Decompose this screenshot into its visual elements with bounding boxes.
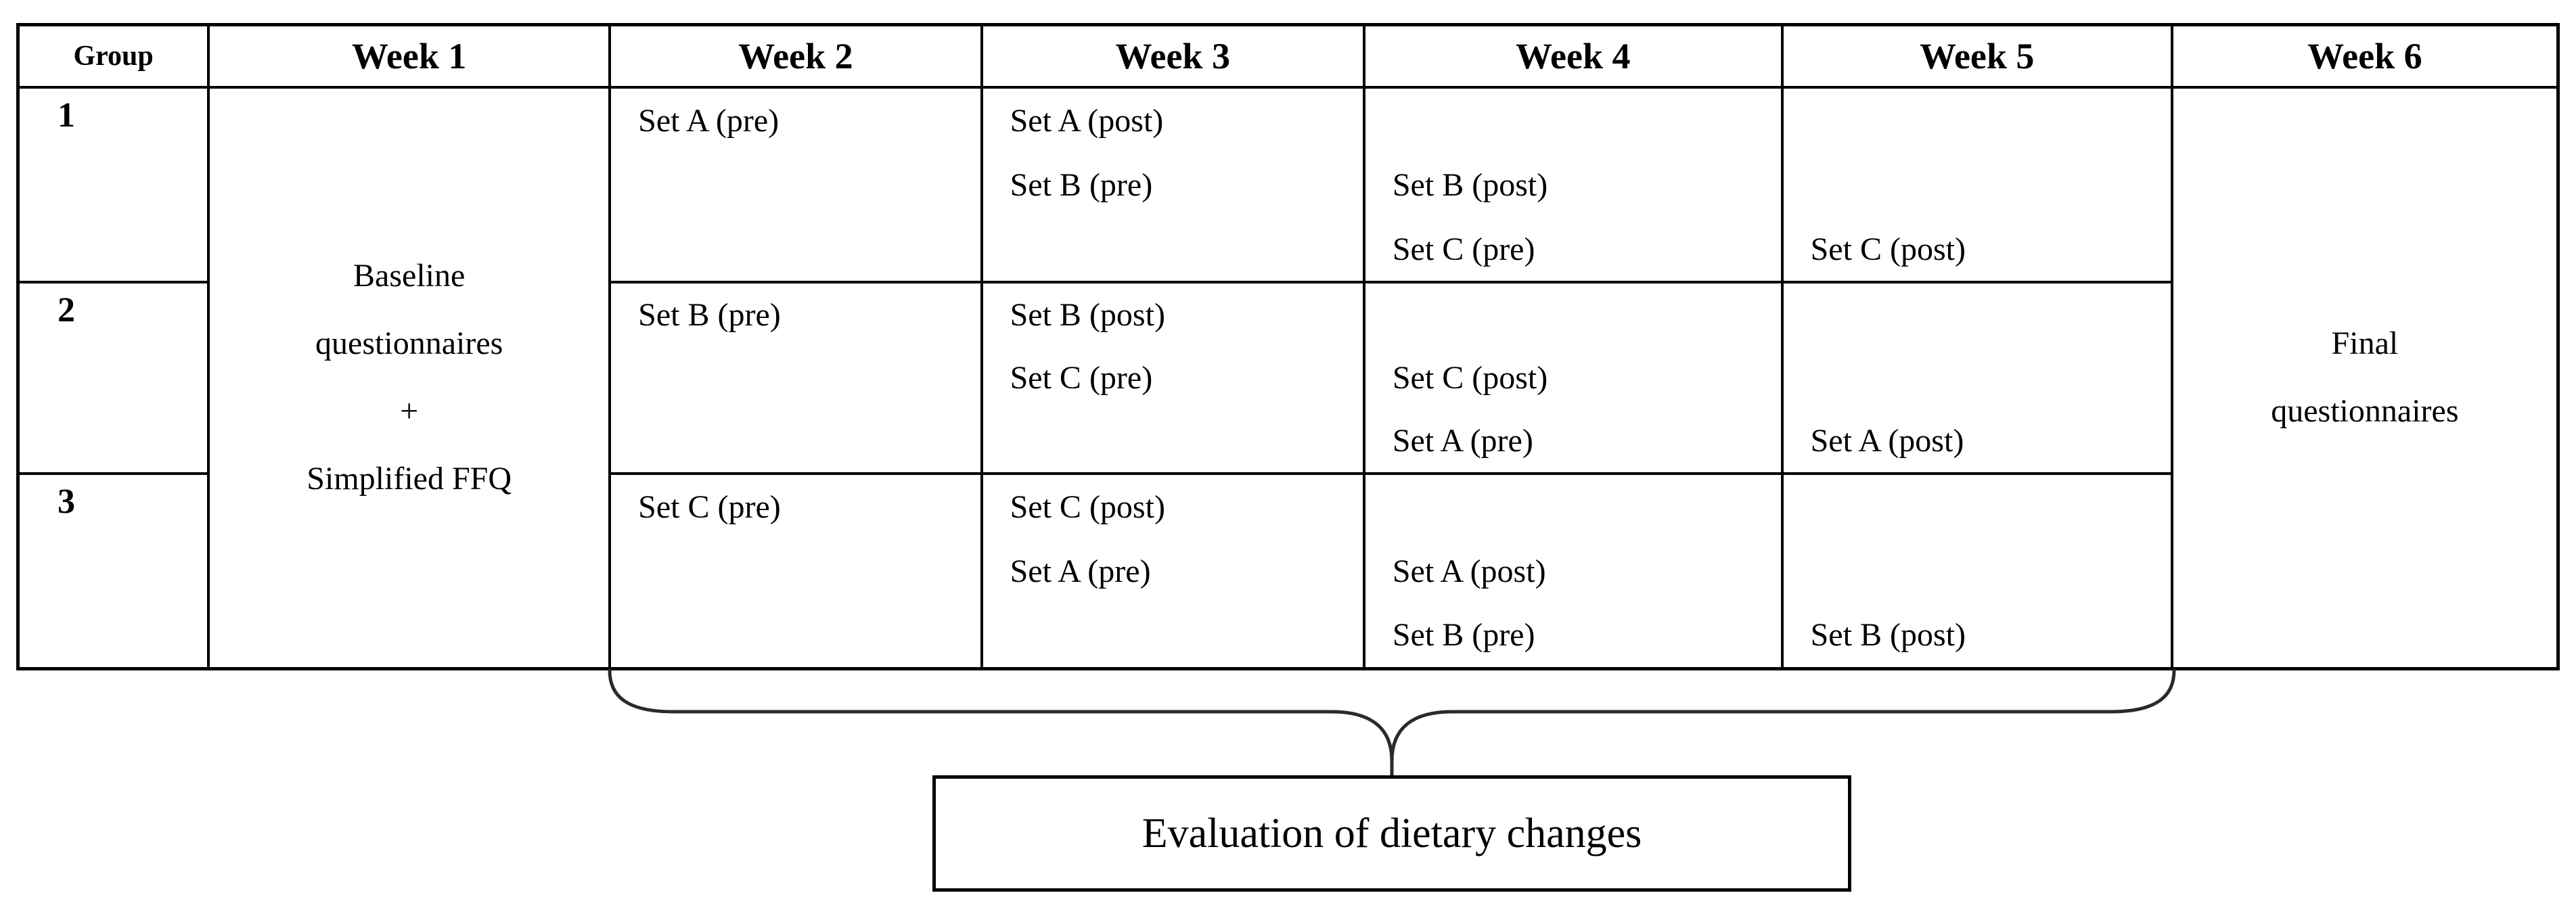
cell-text: Set B (post) [1392,166,1548,203]
cell-text [1784,346,2171,409]
cell-text [983,409,1363,472]
cell-text: Set A (post) [1010,102,1164,139]
cell-text [611,346,980,409]
final-line-2: questionnaires [2271,393,2459,430]
cell-group1-week3: Set A (post) Set B (pre) [982,88,1363,281]
header-cell-week-1: Week 1 [210,26,609,86]
final-questionnaires-cell: Final questionnaires [2173,88,2556,667]
cell-text [611,217,980,281]
cell-text [1365,89,1781,153]
cell-text [1784,475,2171,539]
cell-group2-week3: Set B (post) Set C (pre) [982,283,1363,473]
cell-group3-week5: Set B (post) [1783,475,2171,667]
cell-text: Set C (pre) [1392,231,1535,267]
cell-group1-week2: Set A (pre) [611,88,980,281]
cell-group3-week4: Set A (post) Set B (pre) [1365,475,1781,667]
header-cell-week-4: Week 4 [1365,26,1781,86]
cell-text [611,409,980,472]
cell-group1-week5: Set C (post) [1783,88,2171,281]
baseline-line-1: Baseline [353,258,466,294]
cell-text [983,217,1363,281]
cell-text [1784,539,2171,603]
baseline-cell: Baseline questionnaires + Simplified FFQ [210,88,609,667]
cell-text [611,603,980,667]
cell-text [1365,283,1781,346]
cell-group3-week2: Set C (pre) [611,475,980,667]
cell-text: Set C (post) [1392,360,1548,396]
cell-group2-week4: Set C (post) Set A (pre) [1365,283,1781,473]
cell-text: Set C (post) [1810,231,1966,267]
group-number-2: 2 [20,283,208,473]
evaluation-label-box: Evaluation of dietary changes [932,775,1851,892]
group-number-1: 1 [20,88,208,281]
baseline-line-2: questionnaires [315,325,503,362]
cell-text: Set B (pre) [638,297,781,334]
cell-text: Set B (pre) [1010,166,1153,203]
study-schedule-table: Group Week 1 Week 2 Week 3 Week 4 Week 5… [16,23,2560,670]
cell-group2-week5: Set A (post) [1783,283,2171,473]
cell-text [611,539,980,603]
group-number-3: 3 [20,475,208,667]
cell-group3-week3: Set C (post) Set A (pre) [982,475,1363,667]
header-cell-week-3: Week 3 [982,26,1363,86]
header-cell-week-5: Week 5 [1783,26,2171,86]
cell-text [611,153,980,217]
baseline-line-3: + [400,393,419,430]
cell-text: Set A (post) [1392,553,1546,589]
cell-text: Set B (post) [1010,297,1165,334]
header-cell-group: Group [20,26,208,86]
evaluation-label: Evaluation of dietary changes [1142,810,1642,856]
cell-text [1784,89,2171,153]
cell-text [1365,475,1781,539]
cell-text [1784,153,2171,217]
cell-text: Set A (post) [1810,423,1964,459]
cell-text: Set C (pre) [638,489,781,526]
cell-text: Set B (pre) [1392,617,1535,654]
header-cell-week-6: Week 6 [2173,26,2556,86]
cell-text: Set C (pre) [1010,360,1153,396]
baseline-line-4: Simplified FFQ [307,461,512,497]
header-cell-week-2: Week 2 [611,26,980,86]
cell-text [983,603,1363,667]
cell-text: Set C (post) [1010,489,1165,526]
cell-text: Set A (pre) [1010,553,1151,589]
final-line-1: Final [2331,325,2399,362]
cell-text: Set A (pre) [638,102,779,139]
cell-text [1784,283,2171,346]
cell-text: Set A (pre) [1392,423,1533,459]
cell-group2-week2: Set B (pre) [611,283,980,473]
cell-text: Set B (post) [1810,617,1966,654]
cell-group1-week4: Set B (post) Set C (pre) [1365,88,1781,281]
